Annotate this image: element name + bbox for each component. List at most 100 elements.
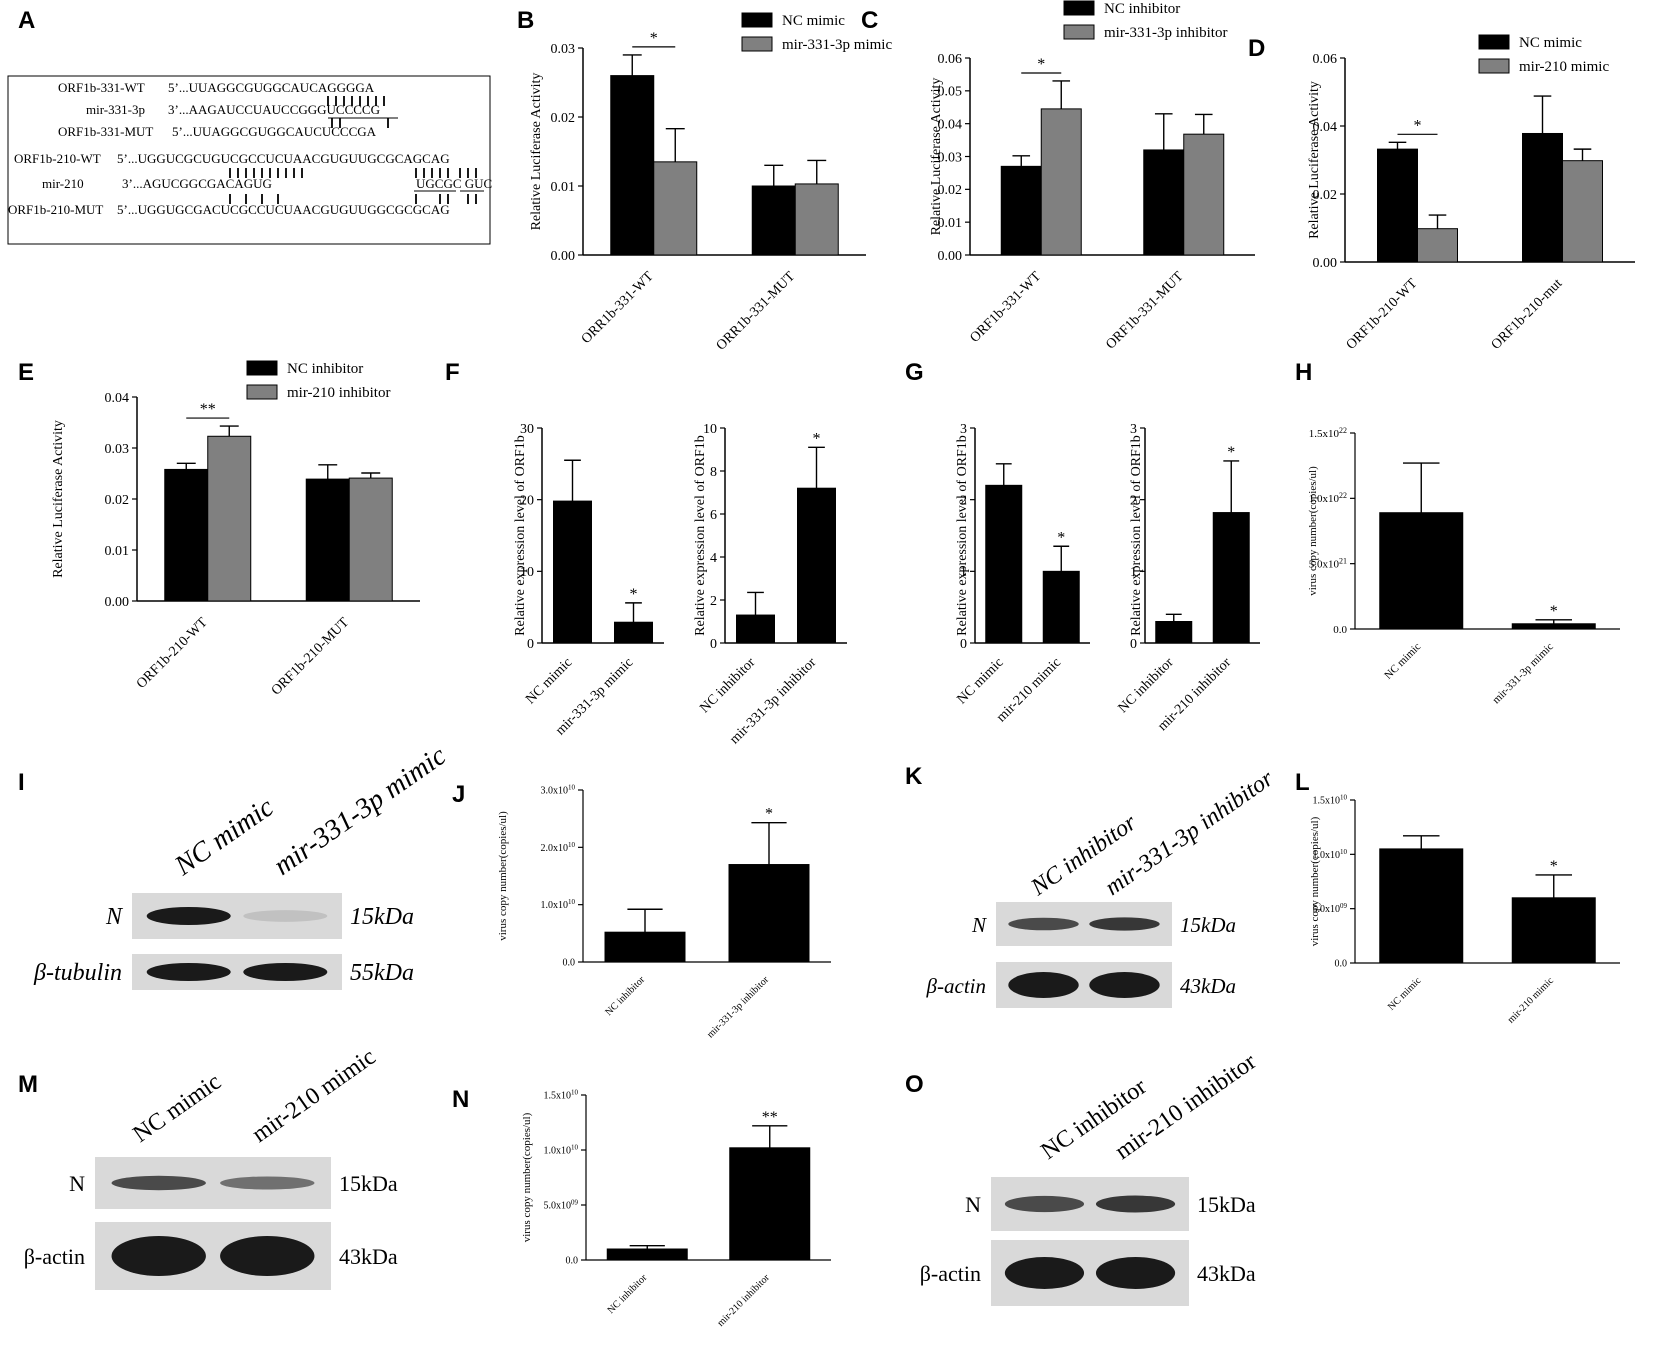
y-axis-label: Relative Luciferase Activity — [929, 78, 944, 236]
legend-swatch — [741, 36, 773, 52]
sequence-text: 5’...UGGUCGCUGUCGCCUCUAACGUGUUGCGCAGCAG — [117, 151, 450, 166]
panel-letter-D: D — [1248, 35, 1265, 62]
bar — [797, 487, 836, 644]
sequence-text: 3’...AGUCGGCGACAGUG — [122, 176, 272, 191]
y-axis-label: Relative Luciferase Activity — [529, 73, 544, 231]
legend-swatch — [246, 384, 278, 400]
chart-panel-N: 0.0 5.0x1009 1.0x1010 1.5x1010 virus copy nu… — [521, 1089, 831, 1329]
bar — [751, 185, 796, 256]
y-tick-label: 10 — [520, 565, 534, 580]
panel-letter-F: F — [445, 359, 460, 386]
bar — [1379, 848, 1464, 964]
protein-band — [1008, 917, 1079, 931]
y-tick-label: 0.03 — [938, 150, 963, 165]
bar — [794, 183, 839, 256]
y-tick-label: 0.04 — [105, 391, 130, 406]
protein-band — [1095, 1195, 1176, 1213]
legend-swatch — [1063, 0, 1095, 16]
y-tick-label: 5.0x1009 — [544, 1199, 579, 1212]
molecular-weight-label: 43kDa — [1197, 1261, 1256, 1286]
bar — [736, 614, 775, 644]
significance-mark: * — [1037, 56, 1045, 73]
protein-band — [243, 963, 328, 981]
sequence-text: 5’...UUAGGCGUGGCAUCAGGGGA — [168, 80, 375, 95]
protein-band — [1008, 972, 1079, 998]
y-tick-label: 0.01 — [551, 180, 576, 195]
legend-swatch — [1478, 34, 1510, 50]
y-tick-label: 3 — [1130, 422, 1137, 437]
y-tick-label: 6 — [710, 508, 717, 523]
y-tick-label: 1.0x1022 — [1309, 491, 1347, 506]
y-tick-label: 0.06 — [938, 52, 963, 67]
y-tick-label: 0.0 — [566, 1256, 579, 1267]
significance-mark: * — [1227, 444, 1235, 461]
protein-band — [1004, 1257, 1085, 1289]
bar — [1511, 623, 1596, 630]
y-tick-label: 0 — [1130, 637, 1137, 652]
panel-letter-G: G — [905, 359, 924, 386]
y-tick-label: 2 — [960, 494, 967, 509]
y-tick-label: 0.01 — [938, 216, 963, 231]
panel-letter-H: H — [1295, 359, 1312, 386]
bar — [1212, 512, 1250, 644]
x-tick-label: NC mimic — [1386, 975, 1424, 1013]
bar — [1042, 570, 1080, 644]
chart-panel-B: 0.00 0.01 0.02 0.03 Relative Luciferase Acti… — [529, 12, 892, 354]
x-tick-label: ORF1b-210-WT — [134, 615, 211, 692]
bar — [1000, 165, 1042, 256]
y-tick-label: 2 — [1130, 494, 1137, 509]
bar — [729, 1147, 811, 1261]
x-tick-label: mir-210 inhibitor — [715, 1272, 772, 1329]
panel-letter-K: K — [905, 763, 923, 790]
significance-mark: * — [1414, 117, 1422, 134]
chart-panel-E: 0.00 0.01 0.02 0.03 0.04 Relative Luciferase … — [51, 360, 420, 698]
y-tick-label: 0.01 — [105, 544, 130, 559]
y-tick-label: 20 — [520, 494, 534, 509]
blot-row-label: β-actin — [920, 1261, 981, 1286]
legend-label: NC inhibitor — [287, 361, 363, 377]
protein-band — [1089, 917, 1160, 931]
x-tick-label: NC inhibitor — [1116, 655, 1177, 716]
y-tick-label: 0.06 — [1313, 52, 1338, 67]
blot-row-label: N — [105, 904, 124, 930]
y-tick-label: 1.5x1010 — [544, 1089, 579, 1102]
legend-label: mir-331-3p inhibitor — [1104, 25, 1227, 41]
panel-letter-J: J — [452, 781, 465, 808]
y-tick-label: 0.0 — [1333, 624, 1347, 636]
y-tick-label: 5.0x1009 — [1313, 902, 1348, 915]
bar — [1417, 228, 1458, 263]
y-tick-label: 1 — [960, 565, 967, 580]
y-tick-label: 1.0x1010 — [1313, 848, 1348, 861]
y-axis-label: Relative expression level of ORF1b — [1129, 435, 1144, 636]
y-tick-label: 0.05 — [938, 85, 963, 100]
sequence-name: mir-331-3p — [86, 102, 145, 117]
blot-row-label: N — [971, 913, 987, 937]
y-axis-label: virus copy number(copies/ul) — [497, 811, 509, 941]
bar — [1155, 621, 1193, 644]
significance-mark: ** — [762, 1109, 778, 1126]
blot-row-label: β-actin — [926, 974, 986, 998]
y-axis-label: virus copy number(copies/ul) — [1309, 816, 1321, 946]
bar — [614, 621, 653, 644]
legend-label: mir-331-3p mimic — [782, 37, 892, 53]
y-tick-label: 0.00 — [938, 249, 963, 264]
x-tick-label: mir-331-3p mimic — [1490, 641, 1556, 707]
x-tick-label: NC mimic — [523, 655, 575, 707]
x-tick-label: ORR1b-331-MUT — [714, 269, 799, 354]
y-tick-label: 1.0x1010 — [544, 1144, 579, 1157]
y-tick-label: 0.03 — [551, 42, 576, 57]
y-tick-label: 0.00 — [1313, 256, 1338, 271]
bar — [985, 484, 1023, 644]
significance-mark: * — [813, 430, 821, 447]
y-tick-label: 0.02 — [1313, 188, 1338, 203]
protein-band — [1095, 1257, 1176, 1289]
bar — [604, 931, 686, 963]
protein-band — [220, 1176, 315, 1190]
protein-band — [220, 1236, 315, 1276]
sequence-name: ORF1b-210-MUT — [8, 202, 103, 217]
x-tick-label: ORF1b-331-MUT — [1103, 269, 1187, 353]
